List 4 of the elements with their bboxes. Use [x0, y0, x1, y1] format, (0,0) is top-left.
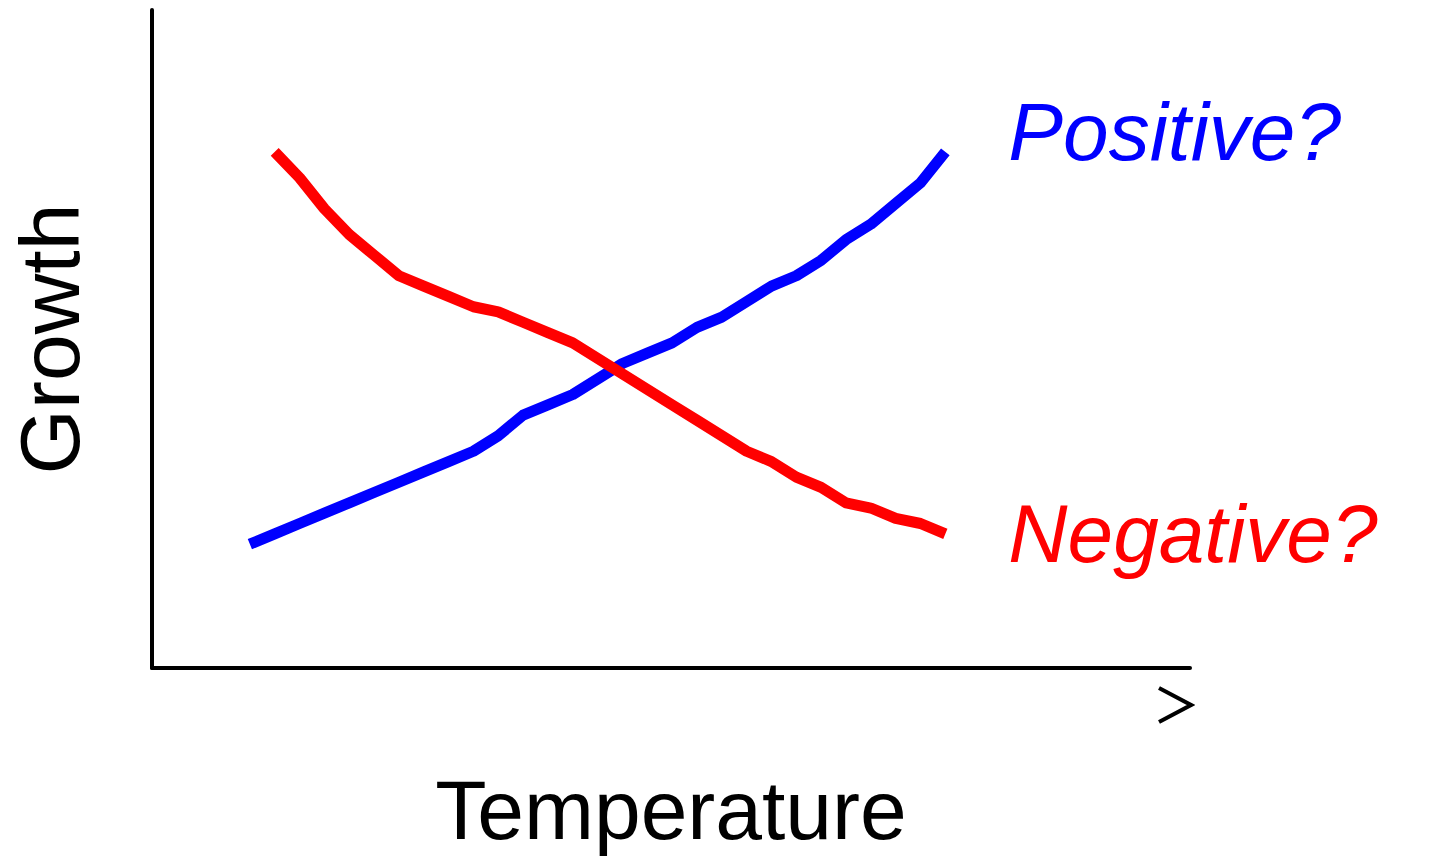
series-label: Positive? [1008, 86, 1342, 178]
y-axis-title: Growth [3, 203, 97, 475]
x-axis-title: Temperature [435, 763, 907, 857]
series-label: Negative? [1008, 488, 1378, 580]
